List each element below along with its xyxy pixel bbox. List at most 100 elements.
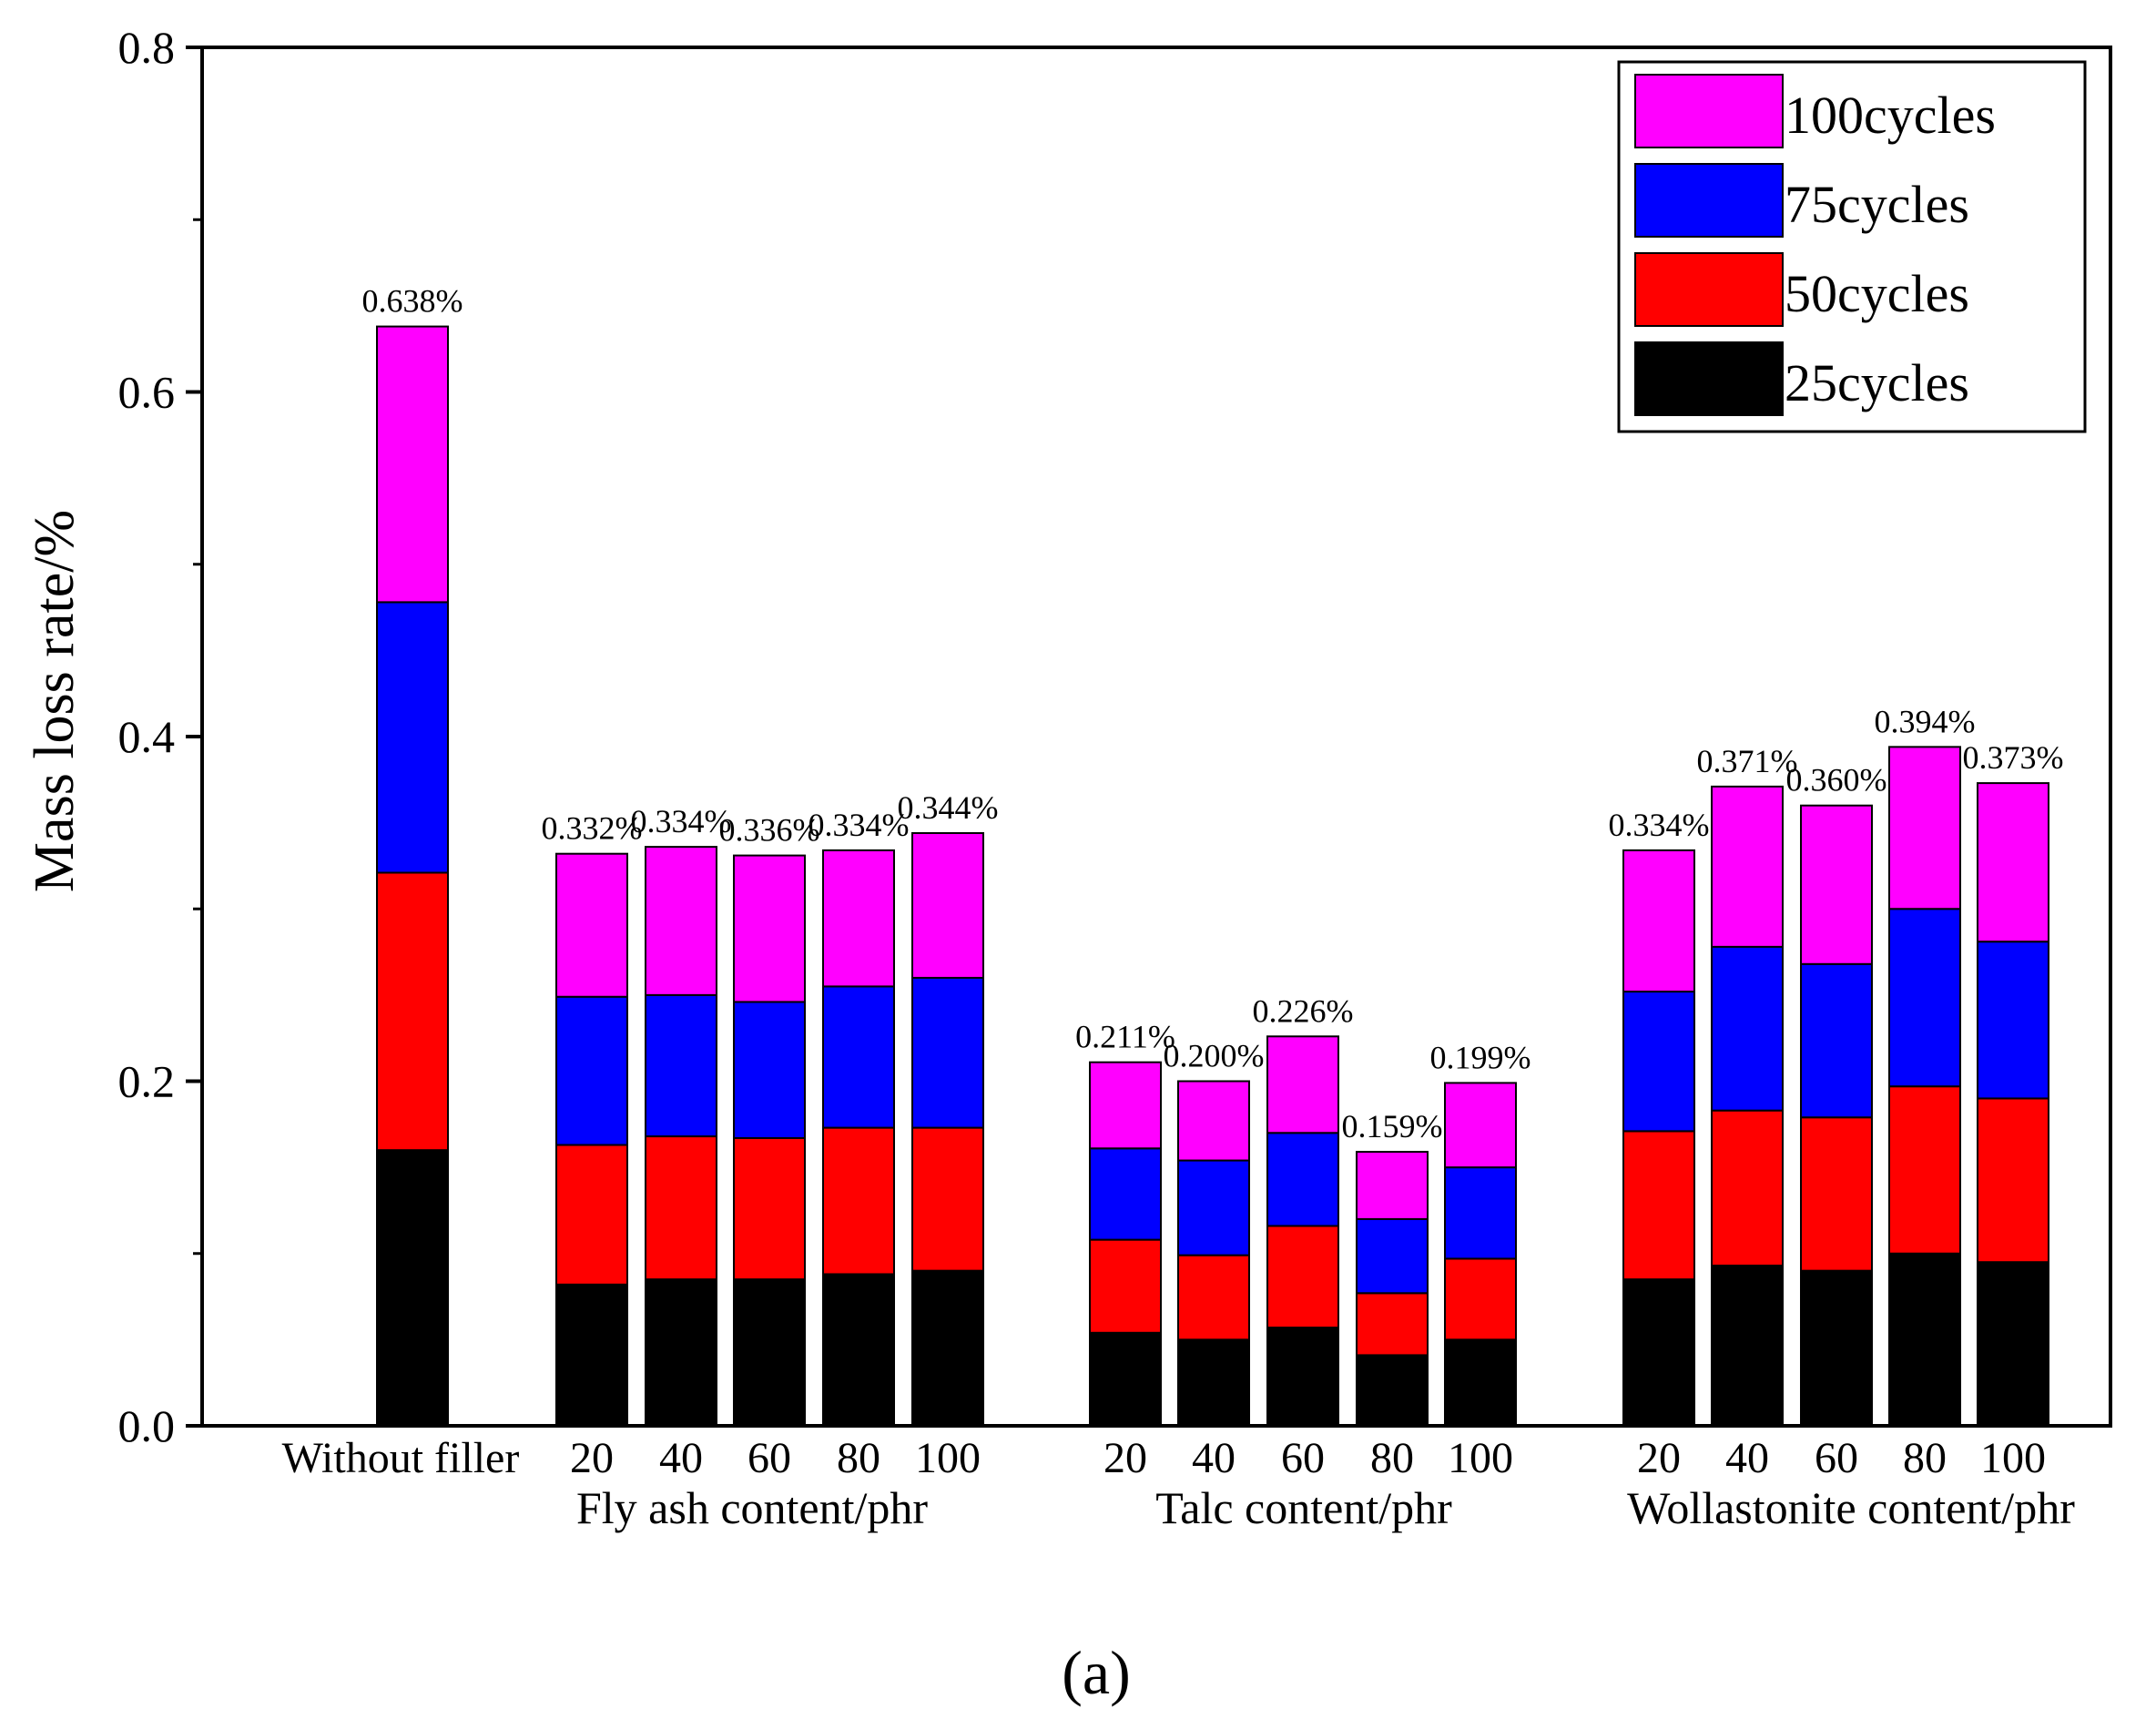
bar-segment-50cycles — [376, 871, 449, 1152]
bar-segment-100cycles — [1266, 1035, 1339, 1134]
y-tick-label: 0.6 — [118, 367, 176, 418]
bar-data-label: 0.211% — [1075, 1019, 1175, 1055]
labels: 0.638%0.332%0.334%0.336%0.334%0.344%0.21… — [282, 283, 2076, 1533]
bar-segment-100cycles — [1089, 1061, 1162, 1150]
figure-caption: (a) — [1062, 1638, 1130, 1707]
bar-segment-50cycles — [1266, 1225, 1339, 1329]
bar-data-label: 0.334% — [631, 803, 732, 839]
y-tick-label: 0.0 — [118, 1400, 176, 1451]
y-tick-label: 0.4 — [118, 711, 176, 762]
bar-segment-75cycles — [645, 993, 717, 1138]
bar-data-label: 0.334% — [808, 807, 910, 843]
bar-segment-25cycles — [1177, 1338, 1250, 1427]
bar-segment-25cycles — [1800, 1269, 1873, 1428]
bar-data-label: 0.226% — [1253, 992, 1354, 1029]
bar-segment-75cycles — [1977, 941, 2049, 1100]
bar-segment-50cycles — [1977, 1097, 2049, 1264]
bar-segment-100cycles — [1356, 1151, 1429, 1220]
bar-segment-100cycles — [822, 849, 895, 988]
bar-segment-50cycles — [1089, 1238, 1162, 1334]
bar-segment-50cycles — [1444, 1257, 1517, 1341]
bar-segment-100cycles — [645, 846, 717, 996]
group-label: Talc content/phr — [1155, 1482, 1452, 1533]
bar-segment-25cycles — [1356, 1354, 1429, 1427]
bar-segment-75cycles — [1800, 962, 1873, 1119]
y-tick-label: 0.2 — [118, 1056, 176, 1107]
legend-swatch-50cycles — [1634, 252, 1784, 327]
legend-swatch-100cycles — [1634, 74, 1784, 148]
bar-segment-75cycles — [1356, 1217, 1429, 1295]
group-label: Fly ash content/phr — [576, 1482, 928, 1533]
bar-segment-25cycles — [1888, 1252, 1961, 1427]
bar-segment-25cycles — [376, 1149, 449, 1427]
bar-segment-75cycles — [1888, 908, 1961, 1088]
bar-segment-50cycles — [1888, 1085, 1961, 1255]
bar-segment-100cycles — [1800, 804, 1873, 965]
legend: 100cycles 75cycles 50cycles 25cycles — [1617, 60, 2087, 433]
category-label: 100 — [1448, 1434, 1513, 1482]
category-label: 20 — [1637, 1434, 1681, 1482]
bar-segment-25cycles — [733, 1278, 806, 1427]
bar-segment-100cycles — [376, 325, 449, 604]
bar-segment-25cycles — [1711, 1264, 1784, 1428]
bar-data-label: 0.360% — [1786, 762, 1887, 798]
bar-segment-100cycles — [1177, 1080, 1250, 1162]
bar-data-label: 0.394% — [1875, 703, 1976, 739]
bar-segment-75cycles — [1711, 945, 1784, 1112]
bar-segment-50cycles — [645, 1135, 717, 1281]
bar-segment-75cycles — [555, 995, 628, 1146]
bar-segment-50cycles — [733, 1136, 806, 1281]
bar-segment-25cycles — [555, 1283, 628, 1427]
bar-segment-100cycles — [1711, 785, 1784, 948]
bar-data-label: 0.332% — [542, 810, 643, 847]
bar-segment-50cycles — [822, 1126, 895, 1276]
bar-segment-75cycles — [1177, 1159, 1250, 1256]
bar-segment-25cycles — [1977, 1261, 2049, 1428]
legend-label: 25cycles — [1785, 353, 1969, 412]
y-tick-label: 0.8 — [118, 22, 176, 73]
bar-segment-50cycles — [1177, 1254, 1250, 1341]
bar-segment-50cycles — [1711, 1109, 1784, 1266]
bar-segment-25cycles — [822, 1273, 895, 1427]
bar-data-label: 0.344% — [898, 789, 999, 826]
legend-label: 100cycles — [1785, 86, 1996, 145]
bar-segment-75cycles — [822, 985, 895, 1129]
category-label: 60 — [1815, 1434, 1858, 1482]
bar-segment-25cycles — [1444, 1338, 1517, 1427]
bar-segment-75cycles — [911, 976, 984, 1129]
bar-data-label: 0.373% — [1963, 739, 2064, 776]
category-label: 40 — [1725, 1434, 1769, 1482]
bars — [376, 325, 2049, 1428]
category-label: 80 — [837, 1434, 880, 1482]
bar-segment-100cycles — [733, 854, 806, 1003]
bar-data-label: 0.200% — [1164, 1038, 1265, 1074]
bar-segment-100cycles — [555, 852, 628, 998]
bar-data-label: 0.334% — [1609, 807, 1710, 843]
bar-segment-50cycles — [555, 1144, 628, 1286]
category-label: 40 — [1192, 1434, 1236, 1482]
group-label: Wollastonite content/phr — [1627, 1482, 2075, 1533]
legend-label: 75cycles — [1785, 175, 1969, 234]
category-label: 100 — [915, 1434, 981, 1482]
category-label: 20 — [1103, 1434, 1147, 1482]
bar-segment-100cycles — [1888, 746, 1961, 910]
bar-segment-75cycles — [1089, 1147, 1162, 1241]
bar-segment-75cycles — [1266, 1132, 1339, 1227]
bar-segment-25cycles — [645, 1278, 717, 1427]
legend-swatch-25cycles — [1634, 341, 1784, 416]
bar-segment-100cycles — [1444, 1082, 1517, 1169]
category-label: 60 — [1281, 1434, 1325, 1482]
bar-data-label: 0.371% — [1697, 743, 1798, 779]
bar-data-label: 0.336% — [719, 812, 820, 849]
bar-segment-100cycles — [1622, 849, 1695, 993]
category-label: 60 — [747, 1434, 791, 1482]
legend-swatch-75cycles — [1634, 163, 1784, 238]
bar-segment-25cycles — [1089, 1331, 1162, 1428]
bar-data-label: 0.159% — [1342, 1108, 1443, 1144]
category-label: Without filler — [282, 1434, 520, 1482]
category-label: 100 — [1980, 1434, 2046, 1482]
bar-segment-75cycles — [1622, 991, 1695, 1133]
bar-segment-100cycles — [1977, 782, 2049, 943]
category-label: 40 — [659, 1434, 703, 1482]
legend-label: 50cycles — [1785, 264, 1969, 323]
